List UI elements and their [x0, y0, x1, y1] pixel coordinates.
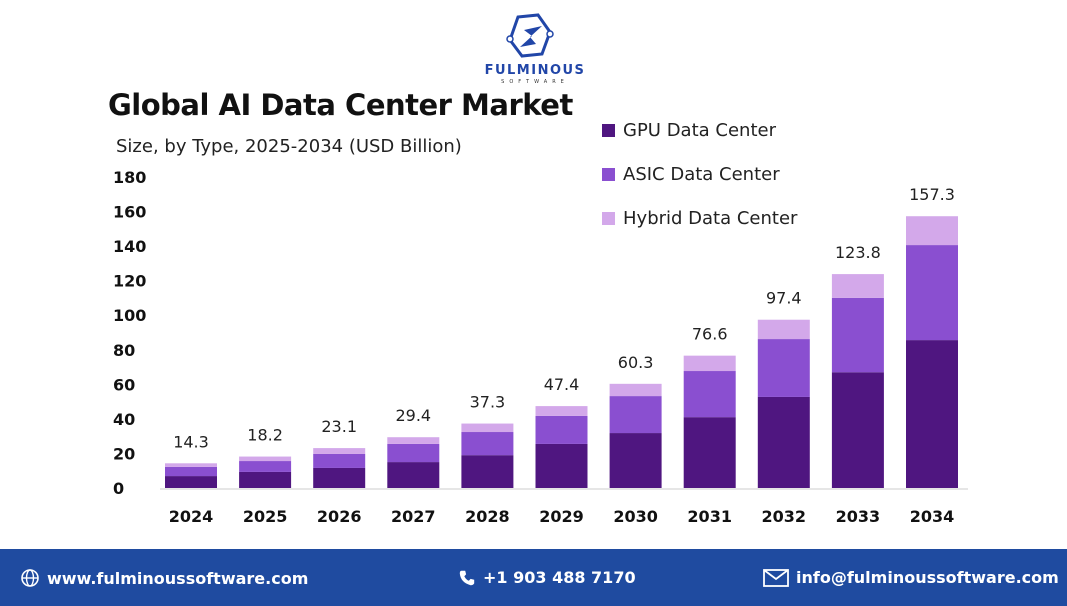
bar-segment-hybrid-data-center: [831, 274, 884, 298]
bar-total-label: 18.2: [247, 426, 283, 445]
y-tick-label: 160: [113, 203, 146, 222]
footer-bar: www.fulminoussoftware.com +1 903 488 717…: [0, 549, 1067, 606]
bar-segment-gpu-data-center: [313, 467, 366, 488]
bar-segment-hybrid-data-center: [239, 456, 292, 462]
bar-segment-asic-data-center: [535, 415, 588, 444]
stacked-bar-chart: 0 20 40 60 80 100 120 140 160 180 14.3 2024 18.2 2025…: [113, 168, 968, 526]
bar-segment-asic-data-center: [906, 245, 958, 341]
website-text: www.fulminoussoftware.com: [47, 568, 309, 588]
x-tick-label: 2024: [169, 507, 214, 526]
bar-total-label: 29.4: [395, 406, 431, 425]
legend-swatch: [602, 168, 615, 181]
bar-total-label: 60.3: [618, 353, 654, 372]
legend-label: Hybrid Data Center: [623, 208, 798, 229]
bar-total-label: 14.3: [173, 432, 209, 451]
x-tick-label: 2025: [243, 507, 288, 526]
legend-hybrid: Hybrid Data Center: [602, 208, 797, 229]
bar-segment-hybrid-data-center: [683, 355, 736, 372]
email-text: info@fulminoussoftware.com: [796, 568, 1059, 587]
bar-total-label: 97.4: [766, 289, 802, 308]
mail-icon: [763, 568, 789, 587]
bar-segment-gpu-data-center: [239, 471, 292, 488]
bar-segment-hybrid-data-center: [165, 463, 217, 467]
x-tick-label: 2026: [317, 507, 362, 526]
bar-segment-hybrid-data-center: [387, 437, 440, 444]
bar-segment-hybrid-data-center: [535, 406, 588, 416]
x-tick-label: 2029: [539, 507, 584, 526]
bar-segment-gpu-data-center: [906, 340, 958, 488]
phone-link[interactable]: +1 903 488 7170: [458, 568, 636, 587]
bar-segment-hybrid-data-center: [757, 319, 810, 340]
y-tick-label: 40: [113, 410, 135, 429]
bar-segment-asic-data-center: [239, 461, 292, 472]
globe-icon: [21, 569, 39, 587]
bar-segment-asic-data-center: [683, 371, 736, 418]
bar-segment-gpu-data-center: [683, 417, 736, 488]
email-link[interactable]: info@fulminoussoftware.com: [763, 568, 1059, 587]
x-tick-label: 2034: [910, 507, 955, 526]
legend-swatch: [602, 124, 615, 137]
bar-segment-asic-data-center: [609, 396, 662, 434]
bar-segment-gpu-data-center: [609, 433, 662, 488]
x-tick-label: 2027: [391, 507, 436, 526]
x-tick-label: 2033: [836, 507, 881, 526]
bar-total-label: 47.4: [544, 375, 580, 394]
bar-segment-asic-data-center: [461, 432, 514, 456]
y-tick-label: 140: [113, 237, 146, 256]
y-tick-label: 100: [113, 306, 146, 325]
y-tick-label: 60: [113, 375, 135, 394]
x-tick-label: 2028: [465, 507, 510, 526]
legend-gpu: GPU Data Center: [602, 120, 776, 141]
bar-segment-gpu-data-center: [757, 396, 810, 488]
x-tick-label: 2032: [762, 507, 807, 526]
bar-segment-hybrid-data-center: [906, 216, 958, 246]
bar-segment-hybrid-data-center: [609, 383, 662, 397]
bar-segment-gpu-data-center: [535, 443, 588, 488]
phone-text: +1 903 488 7170: [483, 568, 636, 587]
bar-total-label: 37.3: [470, 393, 506, 412]
bar-segment-asic-data-center: [313, 453, 366, 468]
x-tick-label: 2031: [687, 507, 732, 526]
bar-segment-gpu-data-center: [831, 372, 884, 488]
bar-segment-asic-data-center: [757, 339, 810, 397]
bar-segment-asic-data-center: [165, 466, 217, 477]
chart-title: Global AI Data Center Market: [108, 88, 573, 122]
bar-segment-hybrid-data-center: [313, 448, 366, 454]
legend-label: ASIC Data Center: [623, 164, 780, 185]
y-tick-label: 80: [113, 341, 135, 360]
chart-subtitle: Size, by Type, 2025-2034 (USD Billion): [116, 136, 462, 157]
legend-label: GPU Data Center: [623, 120, 776, 141]
y-tick-label: 120: [113, 272, 146, 291]
fulminous-logo: FULMINOUS SOFTWARE: [480, 12, 590, 85]
legend-swatch: [602, 212, 615, 225]
bar-segment-gpu-data-center: [165, 476, 217, 488]
x-tick-label: 2030: [613, 507, 658, 526]
bar-segment-asic-data-center: [831, 297, 884, 373]
y-tick-label: 0: [113, 479, 124, 498]
svg-text:SOFTWARE: SOFTWARE: [501, 79, 569, 84]
bar-segment-gpu-data-center: [387, 462, 440, 488]
phone-icon: [459, 570, 475, 585]
bar-total-label: 123.8: [835, 243, 881, 262]
bar-segment-asic-data-center: [387, 443, 440, 463]
legend-asic: ASIC Data Center: [602, 164, 780, 185]
bar-segment-hybrid-data-center: [461, 423, 514, 433]
bar-total-label: 157.3: [909, 185, 955, 204]
bar-total-label: 23.1: [321, 417, 357, 436]
bar-segment-gpu-data-center: [461, 455, 514, 488]
bar-total-label: 76.6: [692, 325, 728, 344]
website-link[interactable]: www.fulminoussoftware.com: [20, 568, 308, 588]
y-tick-label: 180: [113, 168, 146, 187]
y-tick-label: 20: [113, 444, 135, 463]
svg-text:FULMINOUS: FULMINOUS: [485, 63, 586, 78]
